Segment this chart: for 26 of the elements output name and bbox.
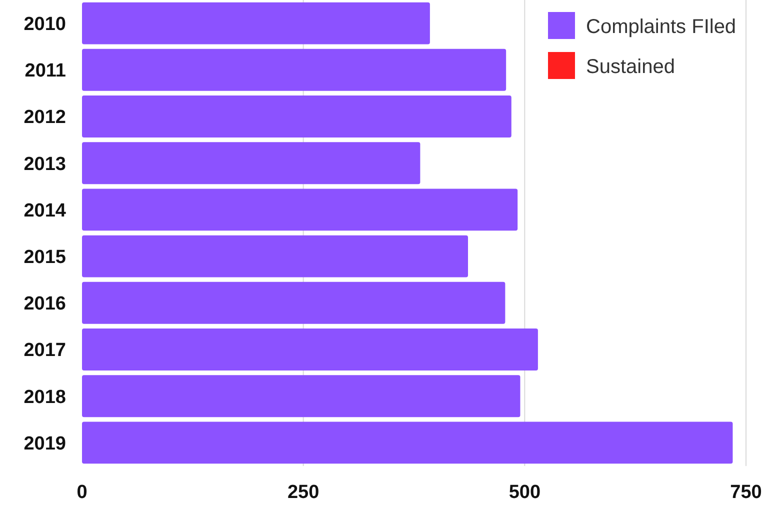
- bar: [82, 235, 468, 278]
- y-tick-label: 2018: [24, 386, 66, 408]
- legend-label: Complaints FIled: [586, 16, 736, 38]
- bar: [82, 48, 506, 91]
- x-tick-label: 0: [76, 482, 88, 503]
- y-tick-label: 2013: [24, 154, 66, 175]
- bar: [82, 142, 420, 184]
- bar: [82, 2, 430, 44]
- y-tick-label: 2011: [24, 60, 66, 82]
- bar: [82, 282, 506, 324]
- y-tick-label: 2019: [24, 433, 66, 454]
- legend-label: Sustained: [586, 56, 675, 78]
- y-tick-label: 2017: [24, 340, 66, 362]
- bar: [82, 375, 520, 418]
- x-tick-label: 500: [508, 482, 541, 503]
- bar: [82, 188, 518, 231]
- bar: [82, 96, 512, 138]
- y-tick-label: 2015: [24, 246, 66, 268]
- bar: [82, 422, 733, 464]
- x-tick-label: 250: [287, 482, 320, 503]
- y-tick-label: 2012: [24, 107, 66, 128]
- y-tick-label: 2010: [24, 14, 66, 35]
- x-tick-label: 750: [730, 482, 762, 503]
- y-tick-label: 2016: [24, 294, 66, 315]
- bar: [82, 328, 538, 370]
- y-tick-label: 2014: [24, 200, 66, 222]
